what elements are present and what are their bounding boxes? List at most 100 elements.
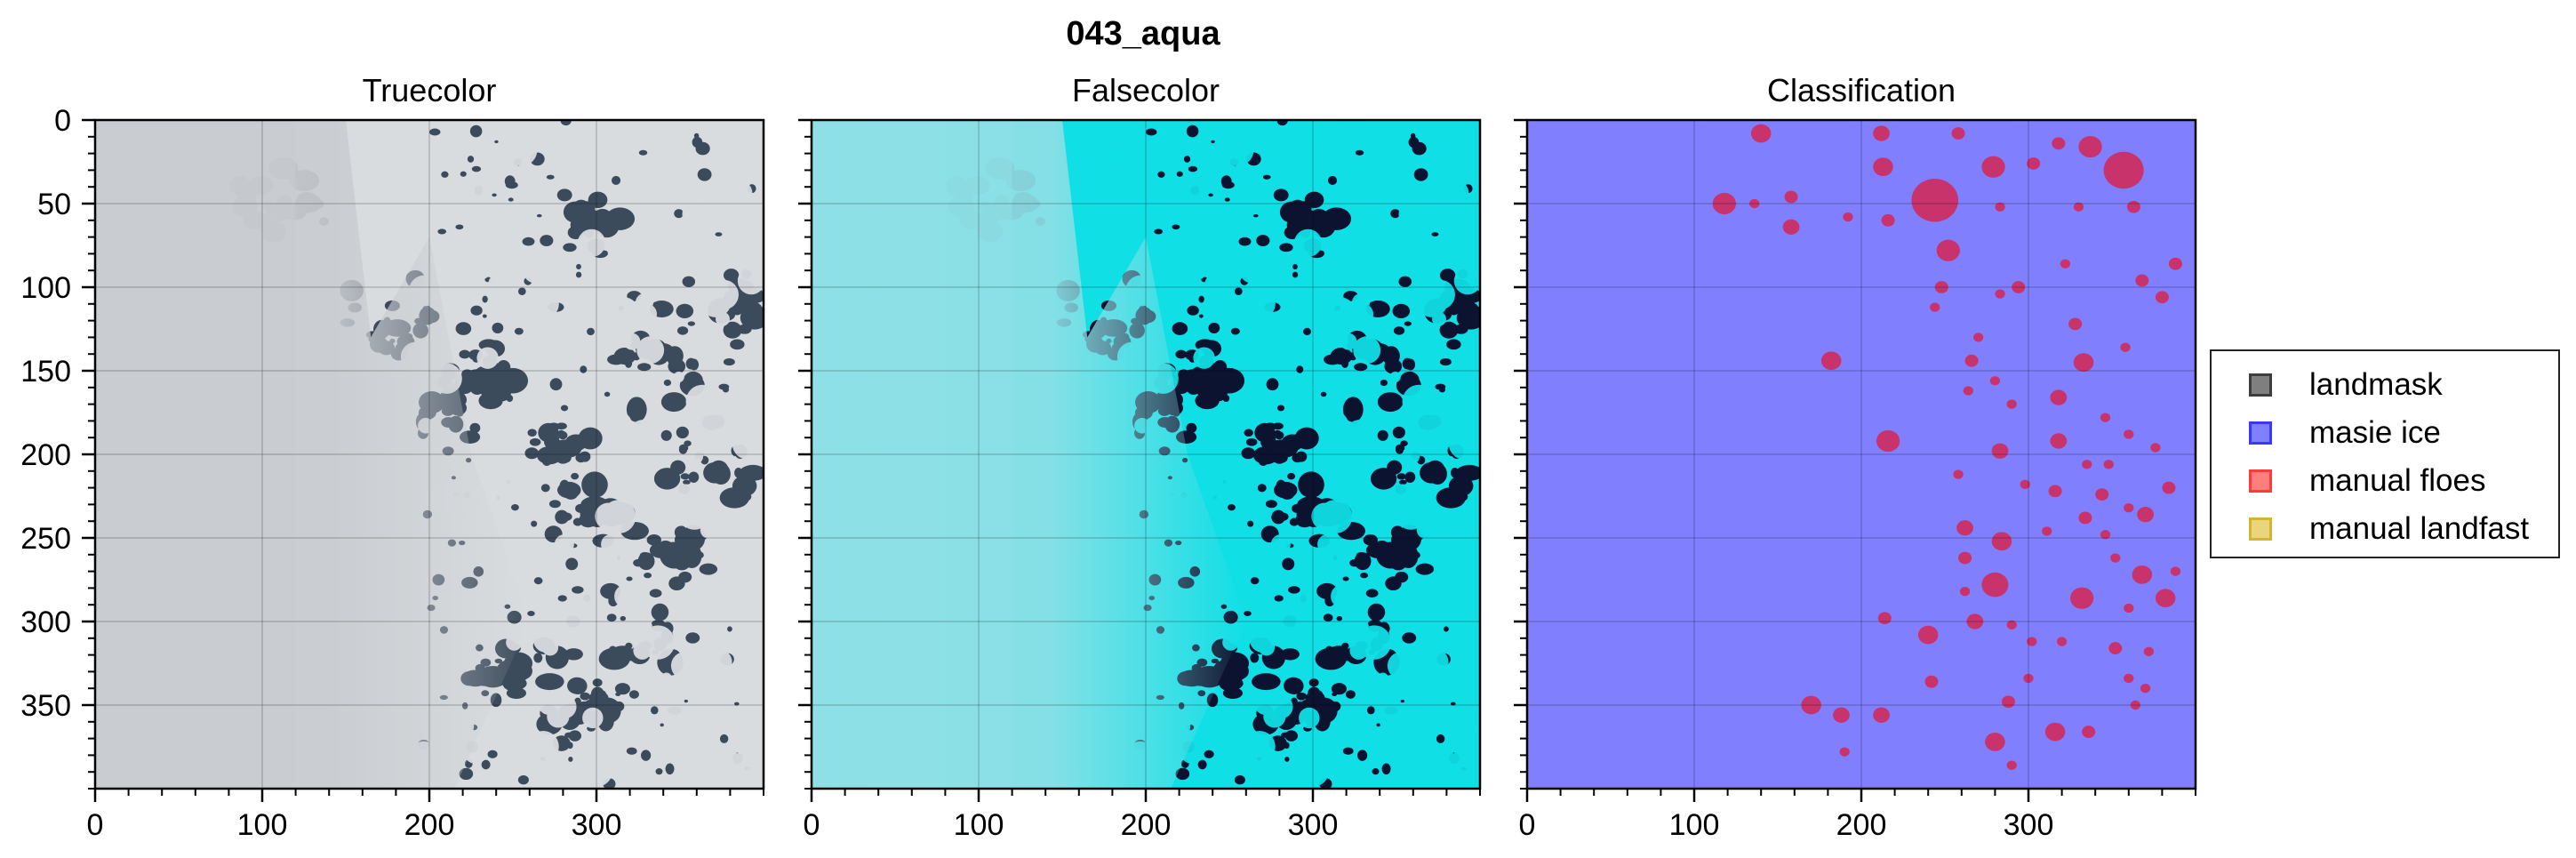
floe-plate — [1293, 593, 1314, 613]
floe-plate — [686, 448, 704, 465]
water-lead — [1273, 188, 1289, 202]
floe-plate — [607, 297, 640, 329]
manual-floe — [1801, 695, 1821, 715]
floe-plate — [1239, 260, 1263, 284]
water-lead — [1395, 571, 1409, 583]
water-lead — [650, 706, 659, 715]
manual-floe — [2048, 485, 2062, 498]
water-lead — [1381, 553, 1390, 560]
water-lead — [1281, 732, 1291, 738]
floe-plate — [547, 140, 576, 169]
manual-floe — [1930, 302, 1940, 312]
manual-floe — [2103, 460, 2114, 469]
water-lead — [506, 394, 514, 403]
manual-floe — [2070, 587, 2094, 609]
floe-plate — [653, 728, 684, 759]
floe-plate — [1448, 427, 1480, 461]
water-lead — [1415, 563, 1435, 575]
water-lead — [580, 365, 588, 373]
water-lead — [1390, 209, 1401, 219]
floe-plate — [1311, 502, 1339, 530]
water-lead — [614, 683, 630, 695]
water-lead — [1332, 221, 1343, 230]
manual-floe — [2044, 722, 2066, 742]
manual-floe — [2060, 259, 2070, 269]
water-lead — [723, 357, 735, 366]
panel-title-truecolor: Truecolor — [363, 72, 497, 108]
water-lead — [665, 553, 674, 560]
water-lead — [1410, 132, 1416, 139]
floe-plate — [1168, 341, 1180, 352]
water-lead — [470, 305, 483, 316]
water-lead — [1381, 763, 1391, 775]
water-lead — [1293, 216, 1308, 227]
floe-plate — [727, 180, 753, 205]
water-lead — [1276, 405, 1285, 412]
water-lead — [549, 378, 563, 391]
y-tick-label: 350 — [20, 689, 71, 723]
water-lead — [492, 381, 512, 402]
floe-plate — [1263, 705, 1286, 728]
manual-floe — [1981, 572, 2009, 597]
water-lead — [1354, 363, 1368, 372]
manual-floe — [1873, 125, 1890, 141]
water-lead — [685, 357, 697, 370]
water-lead — [1402, 632, 1417, 644]
water-lead — [1393, 326, 1405, 335]
water-lead — [1292, 453, 1303, 463]
water-lead — [1281, 434, 1304, 452]
water-lead — [575, 271, 582, 278]
floe-plate — [1409, 687, 1421, 700]
water-lead — [660, 392, 687, 413]
manual-floe — [2006, 760, 2017, 770]
water-lead — [459, 349, 471, 359]
water-lead — [1296, 692, 1307, 701]
manual-floe — [1959, 586, 1971, 597]
water-lead — [641, 750, 652, 761]
manual-floe — [2078, 511, 2092, 525]
water-lead — [1400, 699, 1405, 703]
water-lead — [1252, 213, 1259, 218]
manual-floe — [1966, 613, 1984, 629]
water-lead — [678, 445, 688, 454]
water-lead — [527, 429, 537, 437]
floe-plate — [755, 251, 764, 261]
water-lead — [518, 287, 526, 296]
water-lead — [615, 692, 621, 696]
manual-floe — [2130, 700, 2140, 710]
manual-floe — [1911, 179, 1959, 222]
floe-plate — [498, 455, 528, 485]
manual-floe — [2140, 684, 2151, 694]
floe-plate — [587, 551, 620, 584]
floe-plate — [644, 120, 659, 132]
water-lead — [1272, 422, 1284, 430]
water-lead — [555, 509, 569, 525]
floe-plate — [399, 139, 432, 172]
manual-floe — [1873, 707, 1890, 723]
manual-floe — [2150, 443, 2161, 453]
water-lead — [1289, 517, 1300, 526]
water-lead — [1455, 464, 1480, 481]
water-lead — [531, 520, 538, 527]
water-lead — [441, 171, 449, 178]
water-lead — [1292, 263, 1298, 270]
manual-floe — [1995, 202, 2005, 212]
panel-falsecolor: Falsecolor 0 100 200 300 — [798, 72, 1482, 842]
water-lead — [1438, 386, 1446, 393]
cloud-haze — [812, 120, 1012, 789]
x-tick-label: 300 — [2004, 808, 2054, 842]
water-lead — [1304, 191, 1324, 209]
water-lead — [576, 263, 581, 270]
floe-plate — [680, 737, 701, 759]
water-lead — [1444, 626, 1449, 632]
floe-plate — [676, 484, 696, 504]
floe-plate — [1199, 420, 1217, 437]
manual-floe — [1991, 443, 2009, 459]
floe-plate — [1209, 197, 1224, 212]
x-tick-label: 300 — [1288, 808, 1339, 842]
manual-floe — [2126, 200, 2140, 213]
floe-plate — [1116, 139, 1148, 172]
floe-plate — [608, 377, 619, 388]
floe-plate — [1387, 652, 1415, 680]
